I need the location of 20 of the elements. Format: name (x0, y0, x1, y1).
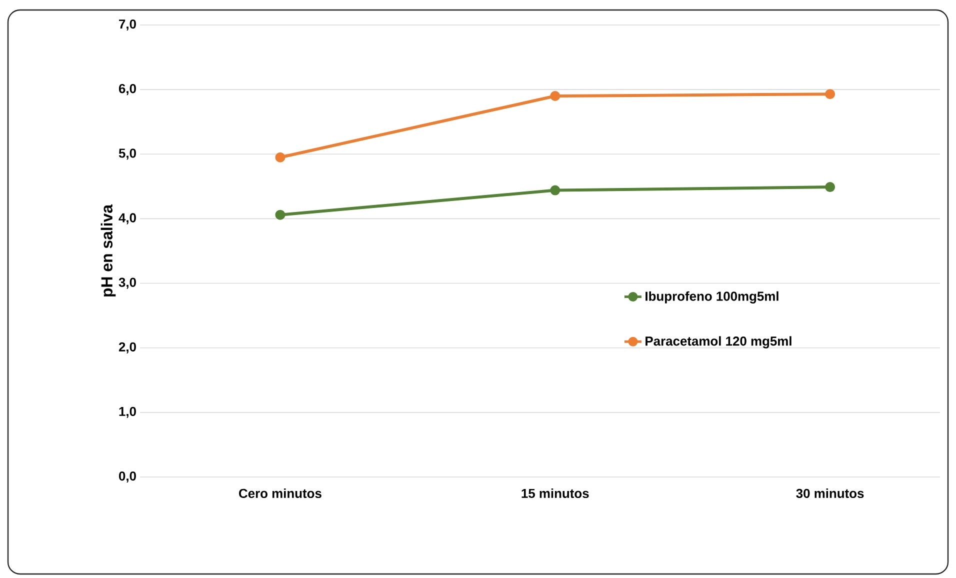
legend-label: Ibuprofeno 100mg5ml (646, 291, 778, 304)
point (550, 185, 560, 196)
y-tick-label: 7,0 (119, 19, 136, 31)
point (275, 210, 286, 220)
y-tick-label: 6,0 (118, 84, 136, 96)
y-tick-label: 5,0 (118, 148, 136, 160)
y-tick-label: 3,0 (118, 278, 136, 289)
legend-label: Paracetamol 120 mg5ml (646, 336, 792, 348)
y-tick-label: 2,0 (118, 342, 136, 354)
point (550, 91, 560, 102)
x-tick-label: Cero minutos (239, 488, 322, 498)
point (825, 89, 836, 100)
y-tick-label: 1,0 (119, 406, 136, 418)
y-tick-label: 4,0 (118, 213, 136, 224)
y-axis-title: pH en saliva (100, 204, 116, 296)
point (825, 182, 836, 192)
x-tick-label: 15 minutos (522, 488, 589, 498)
x-tick-label: 30 minutos (796, 488, 864, 498)
point (275, 152, 286, 162)
y-tick-label: 0,0 (119, 471, 136, 483)
